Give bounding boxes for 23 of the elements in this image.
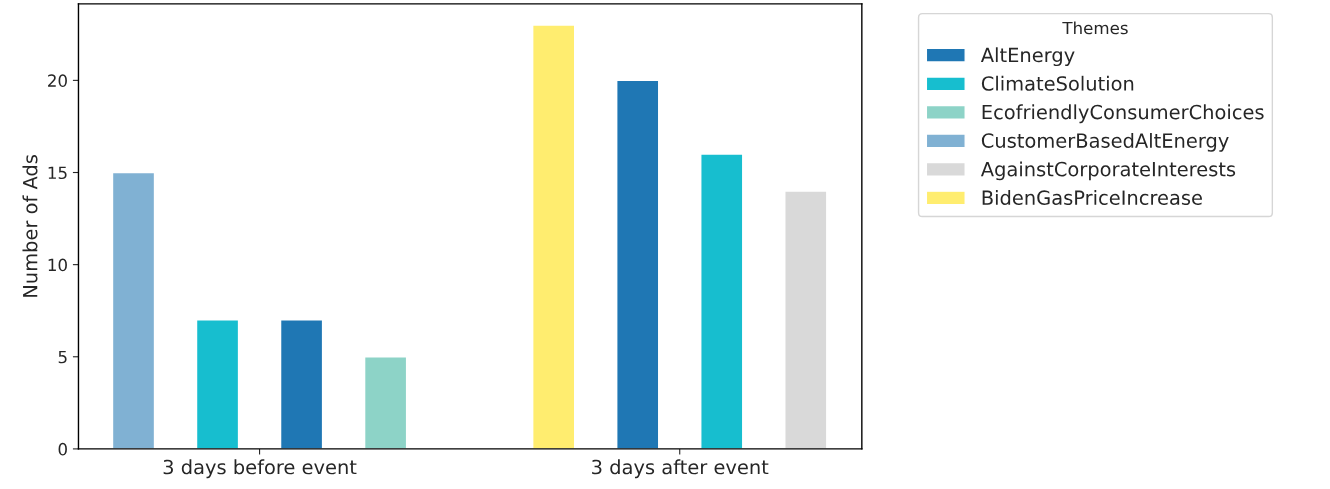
legend-label: AgainstCorporateInterests: [980, 161, 1236, 181]
bar: [616, 79, 660, 449]
text: 3 days before event: [163, 459, 357, 479]
y-tick-label: 5: [58, 350, 67, 364]
bar: [700, 153, 744, 449]
bar: [363, 356, 408, 449]
legend-title: Themes: [1062, 21, 1128, 35]
legend-label: ClimateSolution: [981, 75, 1134, 91]
y-tick-label: 15: [48, 166, 67, 180]
y-tick-label: 0: [58, 442, 67, 456]
bar: [111, 171, 156, 449]
bar: [784, 190, 828, 449]
legend-label: BidenGasPriceIncrease: [982, 189, 1202, 206]
y-axis-title: Number of Ads: [22, 155, 38, 297]
bar: [531, 24, 576, 449]
y-tick-label: 20: [48, 74, 67, 87]
text: 3 days after event: [592, 459, 769, 479]
bar: [195, 319, 240, 449]
y-tick-label: 10: [48, 258, 67, 272]
legend-label: CustomerBasedAltEnergy: [981, 132, 1229, 152]
bar: [279, 319, 324, 449]
legend-label: EcofriendlyConsumerChoices: [982, 104, 1264, 124]
legend-label: AltEnergy: [980, 47, 1075, 67]
